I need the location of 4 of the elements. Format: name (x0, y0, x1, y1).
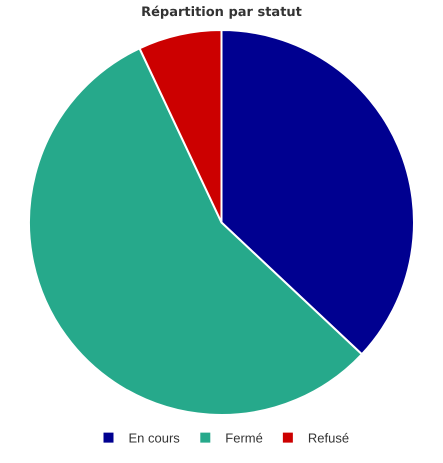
chart-title: Répartition par statut (141, 5, 302, 20)
legend-label: En cours (128, 430, 180, 446)
legend-label: Refusé (308, 430, 350, 446)
legend-label: Fermé (225, 430, 263, 446)
